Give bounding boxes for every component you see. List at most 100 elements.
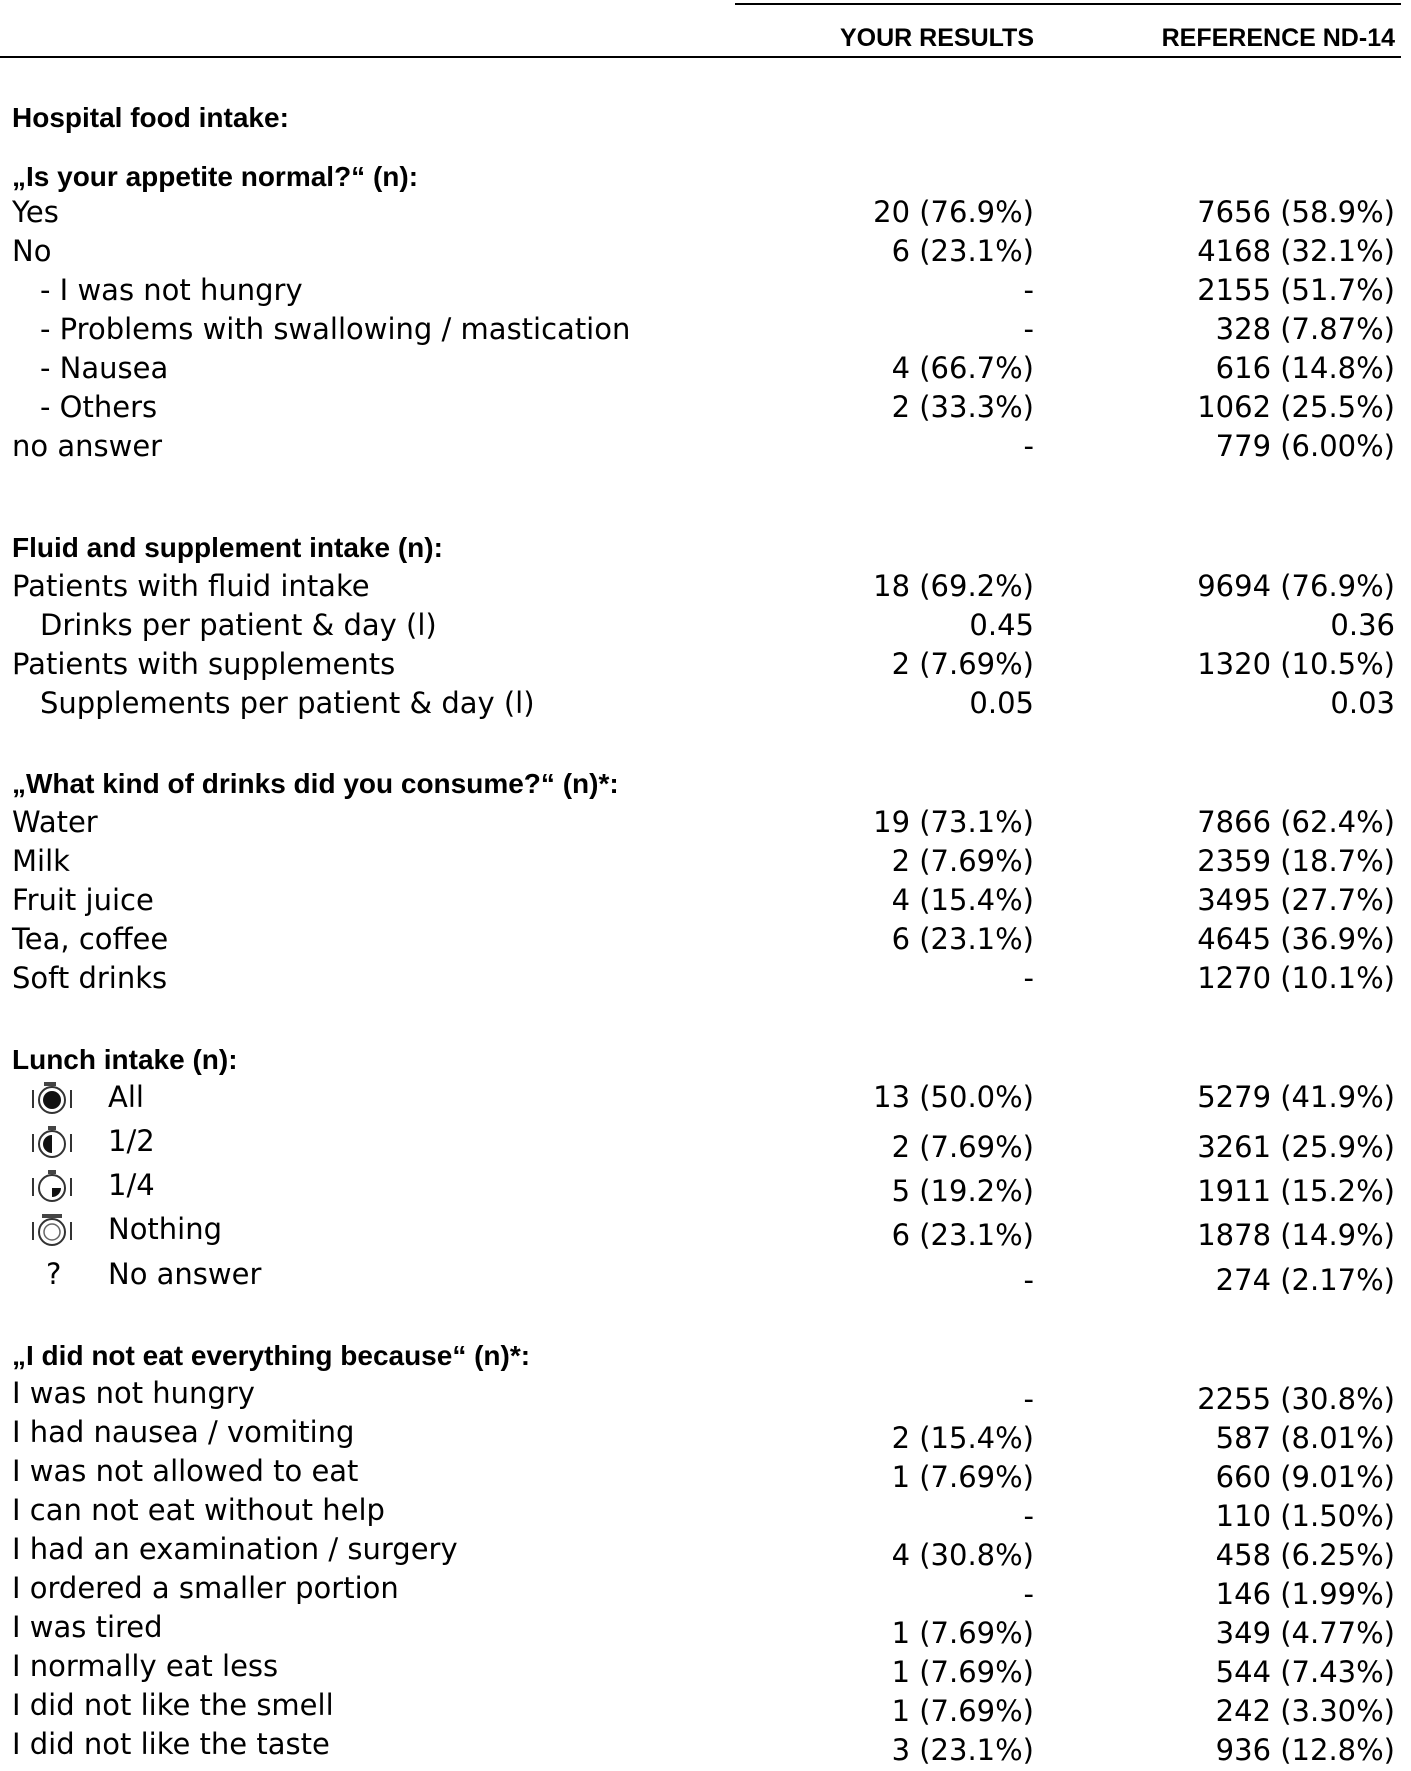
table-row: - Problems with swallowing / mastication… [0,311,1401,347]
row-label: Milk [12,844,70,878]
your-value: 18 (69.2%) [873,569,1034,603]
row-label: Supplements per patient & day (l) [40,686,535,720]
reference-value: 1911 (15.2%) [1197,1174,1395,1208]
reference-value: 660 (9.01%) [1215,1460,1395,1494]
reference-value: 2359 (18.7%) [1197,844,1395,878]
your-value: - [1023,1382,1034,1416]
table-row: I did not like the taste 3 (23.1%) 936 (… [0,1726,1401,1767]
reference-value: 7866 (62.4%) [1197,805,1395,839]
your-value: 2 (15.4%) [891,1421,1034,1455]
reference-value: 349 (4.77%) [1215,1616,1395,1650]
reference-value: 4645 (36.9%) [1197,922,1395,956]
row-label: I normally eat less [12,1649,279,1683]
table-row: Soft drinks - 1270 (10.1%) [0,960,1401,996]
reference-value: 544 (7.43%) [1215,1655,1395,1689]
question-mark-icon: ? [46,1257,62,1291]
row-label: 1/2 [108,1124,155,1158]
row-label: Yes [12,195,59,229]
your-value: 6 (23.1%) [891,1218,1034,1252]
table-row: I did not like the smell 1 (7.69%) 242 (… [0,1687,1401,1728]
your-value: 6 (23.1%) [891,922,1034,956]
reference-value: 2155 (51.7%) [1197,273,1395,307]
table-row: Nothing 6 (23.1%) 1878 (14.9%) [0,1211,1401,1253]
table-row: - I was not hungry - 2155 (51.7%) [0,272,1401,308]
reference-value: 110 (1.50%) [1215,1499,1395,1533]
your-value: - [1023,1499,1034,1533]
your-results-header: YOUR RESULTS [840,24,1034,52]
reference-value: 274 (2.17%) [1215,1263,1395,1297]
reference-value: 587 (8.01%) [1215,1421,1395,1455]
table-row: I was tired 1 (7.69%) 349 (4.77%) [0,1609,1401,1650]
your-value: 19 (73.1%) [873,805,1034,839]
plate-full-icon [32,1082,72,1114]
row-label: I was not allowed to eat [12,1454,359,1488]
row-label: no answer [12,429,163,463]
page-title: Hospital food intake: [12,102,289,133]
your-value: 4 (30.8%) [891,1538,1034,1572]
row-label: I had nausea / vomiting [12,1415,355,1449]
row-label: I had an examination / surgery [12,1532,458,1566]
drinks-heading: „What kind of drinks did you consume?“ (… [12,768,619,799]
row-label: Soft drinks [12,961,168,995]
reference-value: 242 (3.30%) [1215,1694,1395,1728]
reasons-heading: „I did not eat everything because“ (n)*: [12,1340,531,1371]
row-label: 1/4 [108,1168,155,1202]
reference-value: 328 (7.87%) [1215,312,1395,346]
your-value: 0.45 [969,608,1034,642]
your-value: 1 (7.69%) [891,1460,1034,1494]
your-value: 2 (7.69%) [891,1130,1034,1164]
your-value: 2 (7.69%) [891,647,1034,681]
your-value: 2 (33.3%) [891,390,1034,424]
table-row: 1/2 2 (7.69%) 3261 (25.9%) [0,1123,1401,1165]
table-row: I ordered a smaller portion - 146 (1.99%… [0,1570,1401,1611]
reference-value: 9694 (76.9%) [1197,569,1395,603]
table-row: I was not allowed to eat 1 (7.69%) 660 (… [0,1453,1401,1494]
table-row: No 6 (23.1%) 4168 (32.1%) [0,233,1401,269]
row-label: I was tired [12,1610,163,1644]
table-row: Milk 2 (7.69%) 2359 (18.7%) [0,843,1401,879]
reference-value: 0.03 [1330,686,1395,720]
row-label: Patients with fluid intake [12,569,370,603]
your-value: 0.05 [969,686,1034,720]
table-row: I was not hungry - 2255 (30.8%) [0,1375,1401,1416]
plate-quarter-icon [32,1170,72,1202]
your-value: - [1023,312,1034,346]
your-value: 1 (7.69%) [891,1694,1034,1728]
reference-value: 5279 (41.9%) [1197,1080,1395,1114]
reference-header: REFERENCE ND-14 [1161,24,1395,52]
reference-value: 779 (6.00%) [1215,429,1395,463]
row-label: I did not like the smell [12,1688,334,1722]
table-row: Fruit juice 4 (15.4%) 3495 (27.7%) [0,882,1401,918]
row-label: All [108,1080,144,1114]
lunch-heading: Lunch intake (n): [12,1044,238,1075]
table-row: - Nausea 4 (66.7%) 616 (14.8%) [0,350,1401,386]
table-row: All 13 (50.0%) 5279 (41.9%) [0,1079,1401,1121]
table-row: I had nausea / vomiting 2 (15.4%) 587 (8… [0,1414,1401,1455]
table-row: 1/4 5 (19.2%) 1911 (15.2%) [0,1167,1401,1209]
row-label: Nothing [108,1212,223,1246]
table-row: no answer - 779 (6.00%) [0,428,1401,464]
your-value: 20 (76.9%) [873,195,1034,229]
row-label: - I was not hungry [40,273,303,307]
row-label: Water [12,805,98,839]
reference-value: 4168 (32.1%) [1197,234,1395,268]
reference-value: 1062 (25.5%) [1197,390,1395,424]
row-label: Fruit juice [12,883,154,917]
column-header: YOUR RESULTS REFERENCE ND-14 [0,20,1401,58]
reference-value: 3495 (27.7%) [1197,883,1395,917]
your-value: 4 (66.7%) [891,351,1034,385]
table-row: Water 19 (73.1%) 7866 (62.4%) [0,804,1401,840]
row-label: - Nausea [40,351,169,385]
row-label: I ordered a smaller portion [12,1571,399,1605]
reference-value: 2255 (30.8%) [1197,1382,1395,1416]
table-row: I had an examination / surgery 4 (30.8%)… [0,1531,1401,1572]
plate-empty-icon [32,1214,72,1246]
your-value: 3 (23.1%) [891,1733,1034,1767]
reference-value: 0.36 [1330,608,1395,642]
row-label: No [12,234,52,268]
table-row: Tea, coffee 6 (23.1%) 4645 (36.9%) [0,921,1401,957]
reference-value: 1878 (14.9%) [1197,1218,1395,1252]
appetite-heading: „Is your appetite normal?“ (n): [12,161,419,192]
row-label: - Problems with swallowing / mastication [40,312,631,346]
your-value: 5 (19.2%) [891,1174,1034,1208]
